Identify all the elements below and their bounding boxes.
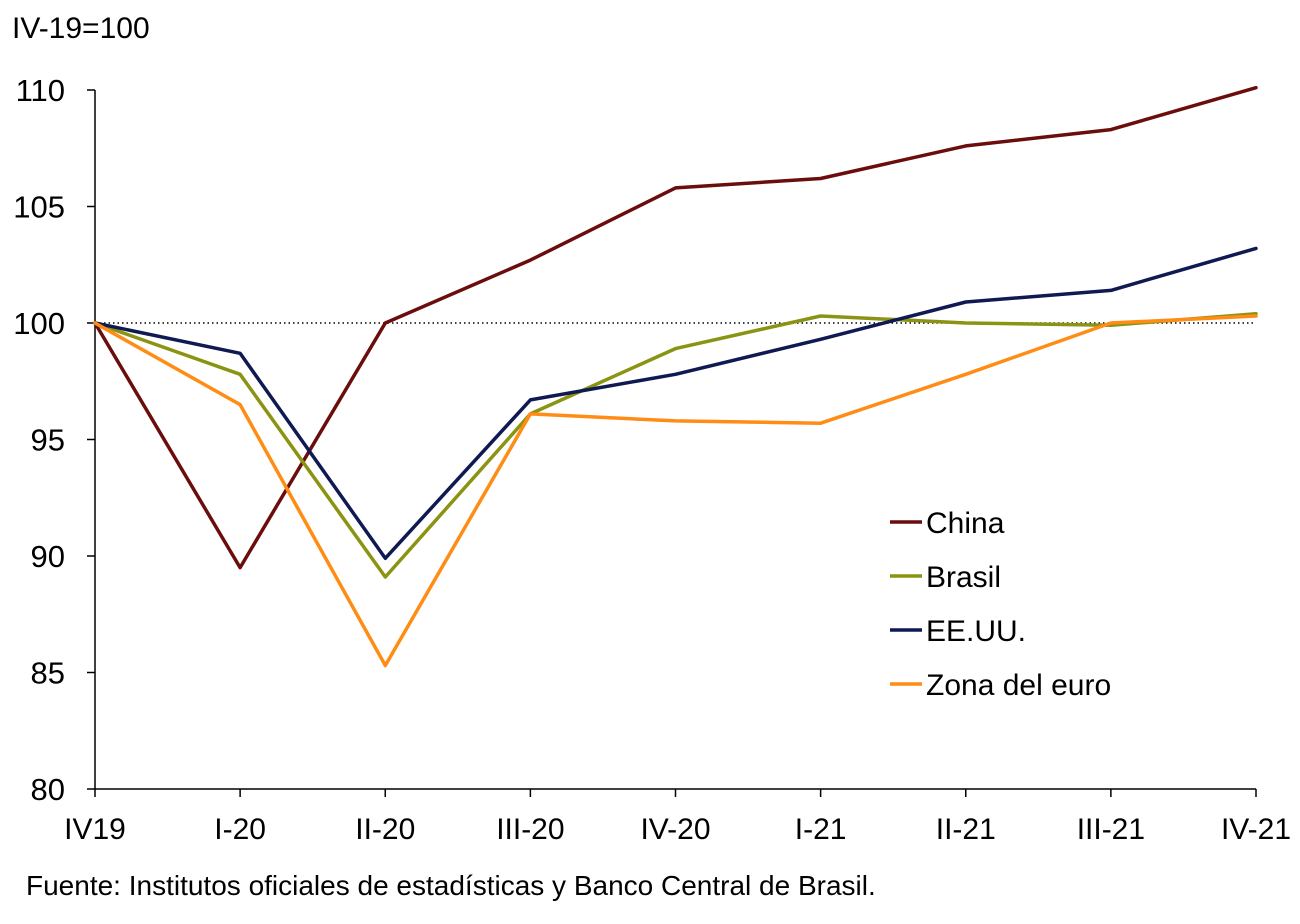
x-tick-label: IV-20 bbox=[640, 813, 710, 846]
y-tick-label: 80 bbox=[31, 772, 65, 807]
y-axis-unit-label: IV-19=100 bbox=[12, 12, 150, 46]
y-tick-label: 105 bbox=[13, 190, 65, 225]
x-tick-label: II-21 bbox=[936, 813, 996, 846]
y-tick-label: 90 bbox=[31, 539, 65, 574]
y-tick-label: 95 bbox=[31, 423, 65, 458]
y-tick-label: 100 bbox=[13, 306, 65, 341]
legend-label-china: China bbox=[926, 507, 1005, 540]
x-tick-label: IV19 bbox=[64, 813, 126, 846]
y-tick-label: 85 bbox=[31, 656, 65, 691]
series-line-eeuu bbox=[95, 248, 1256, 558]
x-tick-label: IV-21 bbox=[1221, 813, 1291, 846]
series-line-brasil bbox=[95, 314, 1256, 577]
x-tick-label: I-21 bbox=[795, 813, 847, 846]
series-line-china bbox=[95, 88, 1256, 568]
x-tick-label: I-20 bbox=[214, 813, 266, 846]
legend-label-zona_euro: Zona del euro bbox=[926, 669, 1111, 702]
legend-label-eeuu: EE.UU. bbox=[926, 615, 1026, 648]
y-tick-label: 110 bbox=[16, 73, 65, 108]
series-line-zona_euro bbox=[95, 316, 1256, 666]
source-note: Fuente: Institutos oficiales de estadíst… bbox=[26, 870, 876, 902]
x-tick-label: II-20 bbox=[355, 813, 415, 846]
legend-label-brasil: Brasil bbox=[926, 561, 1001, 594]
x-tick-label: III-20 bbox=[496, 813, 564, 846]
x-tick-label: III-21 bbox=[1077, 813, 1145, 846]
